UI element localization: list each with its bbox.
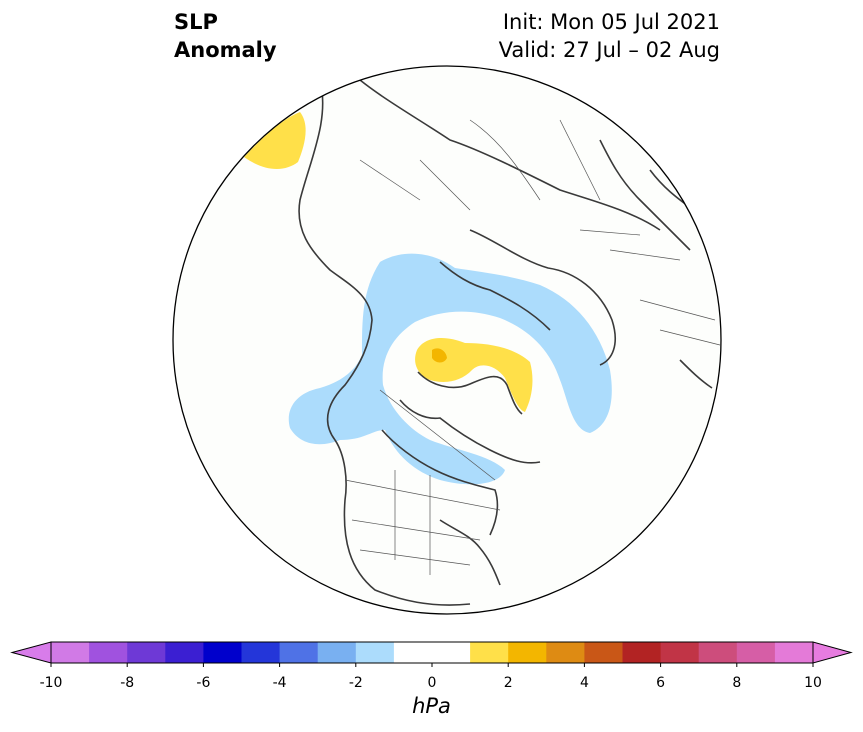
colorbar-cell bbox=[317, 642, 357, 663]
positive-anomaly-region-northwest bbox=[244, 112, 306, 169]
colorbar-extend-high bbox=[812, 641, 853, 664]
colorbar-tick-label: 8 bbox=[732, 675, 741, 691]
colorbar-cell bbox=[241, 642, 281, 663]
init-date: Init: Mon 05 Jul 2021 bbox=[502, 10, 720, 34]
map-title: SLP Anomaly bbox=[174, 8, 277, 64]
colorbar-cell bbox=[51, 642, 90, 663]
colorbar-tick-label: 0 bbox=[428, 675, 437, 691]
colorbar-tick-label: -6 bbox=[196, 675, 210, 691]
colorbar-tick-label: -4 bbox=[273, 675, 287, 691]
colorbar-cell bbox=[508, 642, 547, 663]
colorbar-cell bbox=[355, 642, 395, 663]
colorbar-tick-label: -8 bbox=[120, 675, 134, 691]
colorbar-cell bbox=[165, 642, 204, 663]
polar-map bbox=[172, 65, 722, 615]
colorbar-unit-label: hPa bbox=[412, 694, 451, 718]
colorbar-cell bbox=[470, 642, 509, 663]
colorbar: -10 -8 -6 -4 -2 0 2 4 6 8 10 bbox=[10, 641, 853, 691]
colorbar-cell bbox=[660, 642, 700, 663]
positive-anomaly-core bbox=[432, 348, 447, 363]
negative-anomaly-region bbox=[288, 253, 612, 485]
colorbar-cell bbox=[432, 642, 471, 663]
colorbar-tick-label: 6 bbox=[656, 675, 665, 691]
country-borders bbox=[344, 119, 721, 575]
colorbar-cell bbox=[393, 642, 433, 663]
colorbar-tick-label: 4 bbox=[580, 675, 589, 691]
colorbar-cell bbox=[774, 642, 814, 663]
map-dates: Init: Mon 05 Jul 2021 Valid: 27 Jul – 02… bbox=[499, 8, 720, 64]
colorbar-extend-low bbox=[10, 641, 52, 664]
colorbar-cell bbox=[698, 642, 738, 663]
title-type: Anomaly bbox=[174, 38, 277, 62]
colorbar-tick-label: -10 bbox=[40, 675, 63, 691]
colorbar-cell bbox=[622, 642, 662, 663]
colorbar-tick-label: 2 bbox=[504, 675, 513, 691]
globe-boundary bbox=[172, 65, 722, 615]
colorbar-cell bbox=[203, 642, 242, 663]
anomaly-shading bbox=[244, 112, 612, 485]
colorbar-tick-label: -2 bbox=[349, 675, 363, 691]
colorbar-cell bbox=[584, 642, 623, 663]
colorbar-tick-label: 10 bbox=[804, 675, 822, 691]
title-variable: SLP bbox=[174, 10, 218, 34]
colorbar-cell bbox=[89, 642, 128, 663]
colorbar-cell bbox=[127, 642, 166, 663]
coastlines bbox=[298, 79, 713, 606]
colorbar-cell bbox=[279, 642, 319, 663]
valid-range: Valid: 27 Jul – 02 Aug bbox=[498, 38, 720, 62]
colorbar-cell bbox=[546, 642, 585, 663]
colorbar-cell bbox=[736, 642, 776, 663]
